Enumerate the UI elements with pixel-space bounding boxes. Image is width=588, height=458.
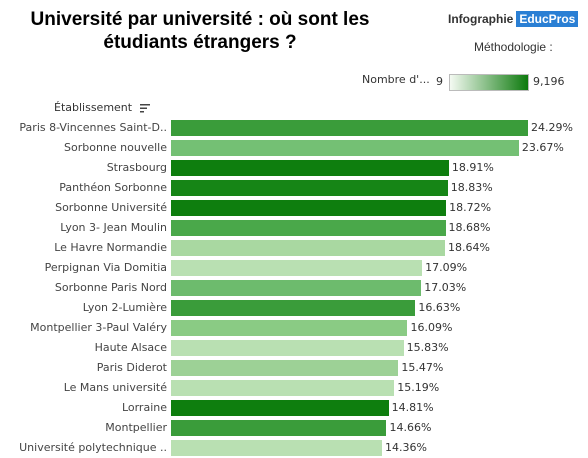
bar[interactable] (171, 340, 404, 356)
bar[interactable] (171, 120, 528, 136)
category-label: Université polytechnique .. (19, 441, 167, 454)
bar[interactable] (171, 440, 383, 456)
legend-color-scale (449, 74, 529, 91)
bar-row[interactable]: Lyon 3- Jean Moulin 18.68% (0, 218, 588, 238)
bar-value-label: 24.29% (531, 121, 573, 134)
category-label: Montpellier 3-Paul Valéry (30, 321, 167, 334)
legend-max-label: 9,196 (533, 75, 565, 88)
category-label: Sorbonne Paris Nord (54, 281, 167, 294)
category-label: Paris Diderot (96, 361, 167, 374)
bar-value-label: 16.09% (410, 321, 453, 334)
bar-value-label: 18.83% (450, 181, 493, 194)
category-label: Montpellier (105, 421, 167, 434)
category-label: Lyon 2-Lumière (82, 301, 167, 314)
category-label: Panthéon Sorbonne (59, 181, 167, 194)
bar-value-label: 14.81% (391, 401, 434, 414)
bar[interactable] (171, 160, 449, 176)
legend-min-label: 9 (436, 75, 443, 88)
bar-value-label: 18.68% (448, 221, 491, 234)
bar-row[interactable]: Université polytechnique .. 14.36% (0, 438, 588, 458)
bar-value-label: 15.47% (401, 361, 444, 374)
bar-row[interactable]: Paris Diderot 15.47% (0, 358, 588, 378)
sort-descending-icon[interactable] (139, 103, 150, 113)
bar[interactable] (171, 380, 395, 396)
category-label: Sorbonne Université (55, 201, 167, 214)
brand: Infographie EducPros (448, 11, 579, 27)
bar-value-label: 14.66% (389, 421, 432, 434)
bar[interactable] (171, 320, 408, 336)
bar[interactable] (171, 400, 389, 416)
bar-row[interactable]: Le Mans université 15.19% (0, 378, 588, 398)
category-label: Lorraine (121, 401, 167, 414)
column-header-label: Établissement (54, 101, 133, 114)
bar-row[interactable]: Panthéon Sorbonne 18.83% (0, 178, 588, 198)
category-label: Paris 8-Vincennes Saint-D.. (19, 121, 167, 134)
bar-value-label: 15.83% (406, 341, 449, 354)
legend-title: Nombre d'... (362, 73, 430, 86)
methodology-label[interactable]: Méthodologie : (474, 40, 553, 54)
bar-row[interactable]: Montpellier 14.66% (0, 418, 588, 438)
bar-value-label: 14.36% (385, 441, 427, 454)
bar[interactable] (171, 360, 399, 376)
bar-value-label: 23.67% (521, 141, 564, 154)
bar[interactable] (171, 260, 423, 276)
bar-row[interactable]: Lorraine 14.81% (0, 398, 588, 418)
chart-title: Université par université : où sont les … (30, 9, 370, 53)
category-label: Le Mans université (63, 381, 167, 394)
bar-value-label: 18.64% (447, 241, 490, 254)
bar[interactable] (171, 140, 519, 156)
bar-row[interactable]: Haute Alsace 15.83% (0, 338, 588, 358)
category-label: Perpignan Via Domitia (44, 261, 167, 274)
bar-row[interactable]: Montpellier 3-Paul Valéry 16.09% (0, 318, 588, 338)
bar-row[interactable]: Le Havre Normandie 18.64% (0, 238, 588, 258)
bar[interactable] (171, 220, 446, 236)
bar-row[interactable]: Sorbonne Paris Nord 17.03% (0, 278, 588, 298)
bar[interactable] (171, 420, 387, 436)
bar-value-label: 17.09% (425, 261, 468, 274)
bar-row[interactable]: Perpignan Via Domitia 17.09% (0, 258, 588, 278)
bar-row[interactable]: Sorbonne nouvelle 23.67% (0, 138, 588, 158)
category-label: Haute Alsace (94, 341, 167, 354)
bar-row[interactable]: Paris 8-Vincennes Saint-D.. 24.29% (0, 118, 588, 138)
brand-logo: EducPros (516, 11, 579, 27)
bar[interactable] (171, 180, 448, 196)
bar-value-label: 18.91% (451, 161, 494, 174)
bar-row[interactable]: Lyon 2-Lumière 16.63% (0, 298, 588, 318)
category-label: Strasbourg (106, 161, 167, 174)
bar[interactable] (171, 200, 447, 216)
column-header-etablissement[interactable]: Établissement (54, 101, 150, 114)
bar-row[interactable]: Strasbourg 18.91% (0, 158, 588, 178)
bar-value-label: 17.03% (424, 281, 467, 294)
bar[interactable] (171, 240, 445, 256)
category-label: Sorbonne nouvelle (64, 141, 167, 154)
bar-value-label: 16.63% (418, 301, 461, 314)
bar[interactable] (171, 300, 416, 316)
category-label: Le Havre Normandie (54, 241, 167, 254)
bar[interactable] (171, 280, 422, 296)
bar-row[interactable]: Sorbonne Université 18.72% (0, 198, 588, 218)
category-label: Lyon 3- Jean Moulin (60, 221, 167, 234)
bar-value-label: 18.72% (449, 201, 492, 214)
bar-value-label: 15.19% (397, 381, 440, 394)
brand-text: Infographie (448, 12, 514, 26)
